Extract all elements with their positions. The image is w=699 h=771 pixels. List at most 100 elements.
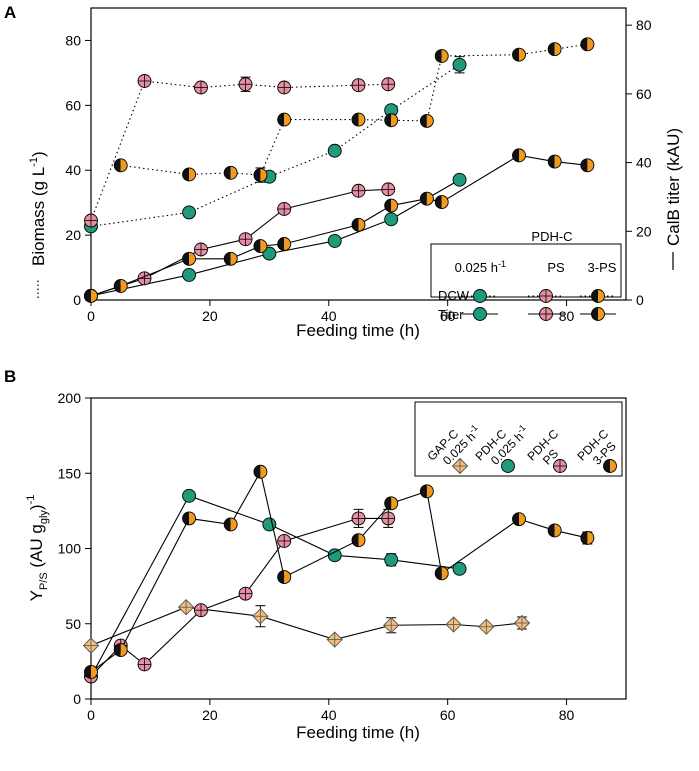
x-tick-label: 60 [440,308,456,324]
data-point [580,37,595,52]
legend-col-3ps: 3-PS [588,260,617,275]
x-tick-label: 20 [202,707,218,723]
data-point [137,74,152,88]
svg-text:Biomass (g L-1): Biomass (g L-1) [28,151,48,266]
panel-a-x-label: Feeding time (h) [296,321,420,340]
biomass-label: Biomass (g L [29,167,48,266]
data-point [223,165,238,180]
data-point [194,242,208,257]
y-tick-label: 20 [65,227,81,243]
data-point [182,167,197,182]
y-tick-label-right: 40 [636,155,652,171]
data-point [452,172,467,187]
data-point [326,631,343,648]
legend-marker-diamond [451,457,469,475]
data-point [182,251,197,266]
y-tick-label: 0 [73,691,81,707]
legend-marker-dcw-teal [473,289,487,303]
y-tick-label: 50 [65,616,81,632]
x-tick-label: 60 [440,707,456,723]
panel-b-x-label: Feeding time (h) [296,723,420,742]
panel-a: A 0 20 40 60 80 0 20 40 60 80 0 20 40 60 80 Feeding … [4,3,683,340]
data-point [512,47,526,62]
panel-b-y-label: YP/S (AU ggly)-1 [25,495,50,602]
data-point [277,202,292,216]
data-point [478,618,495,635]
series-dcw-teal [84,56,467,234]
data-point [452,561,467,576]
data-point [351,511,366,526]
legend-col-rate-sup: -1 [498,259,506,269]
data-point [512,512,526,527]
legend-marker-pink [553,459,567,473]
series-half [84,464,595,679]
legend-box [414,401,623,477]
x-tick-label: 80 [559,707,575,723]
series-dcw-pink [84,74,396,228]
x-tick-label: 40 [321,707,337,723]
data-point [277,80,292,95]
series-pink [84,508,396,684]
data-point [351,533,366,548]
panel-b-y-axis: 0 50 100 150 200 [58,390,91,707]
data-point [137,657,152,672]
biomass-label-sup: -1 [28,157,40,167]
panel-a-series [84,37,595,303]
data-point [383,617,400,634]
data-point [277,570,292,585]
data-point [82,637,100,654]
ypsl-sub2: gly [38,510,50,525]
data-point [194,603,208,618]
data-point [223,517,238,532]
data-point [84,664,98,679]
series-titer-half [84,148,595,303]
y-tick-label: 40 [65,162,81,178]
x-tick-label: 0 [87,707,95,723]
panel-b-series [82,464,595,684]
series-line [90,80,389,221]
data-point [434,566,449,581]
data-point [384,496,399,511]
x-tick-label: 40 [321,308,337,324]
data-point [238,586,253,601]
data-point [113,278,128,293]
data-point [238,77,253,92]
data-point [277,112,292,127]
x-tick-label: 20 [202,308,218,324]
y-tick-label: 60 [65,97,81,113]
data-point [84,288,98,303]
data-point [580,531,595,545]
y-tick-label: 150 [58,465,82,481]
y-tick-label: 100 [58,541,82,557]
titer-label: CalB titer (kAU) [664,128,683,246]
series-line [90,495,460,677]
y-tick-label-right: 20 [636,223,652,239]
series-line [90,64,460,227]
series-teal [84,488,467,684]
data-point [547,154,562,169]
data-point [381,182,396,197]
data-point [262,246,277,261]
data-point [513,614,531,632]
data-point [253,239,268,254]
y-tick-label: 80 [65,32,81,48]
data-point [452,57,467,72]
panel-a-legend: PDH-C 0.025 h-1 PS 3-PS DCW Titer [430,229,622,322]
y-tick-label: 200 [58,390,82,406]
data-point [512,148,526,163]
legend-marker-titer-pink [539,307,553,321]
data-point [253,168,268,183]
data-point [327,548,342,563]
legend-box [430,243,622,298]
data-point [277,237,292,251]
legend-header: PDH-C [531,229,572,244]
ypsl-sup: -1 [25,495,37,505]
data-point [177,599,195,616]
series-line [90,517,389,677]
data-point [252,608,269,625]
data-point [381,511,396,526]
series-titer-pink [84,182,396,303]
data-point [547,42,562,57]
panel-a-label: A [4,3,16,22]
